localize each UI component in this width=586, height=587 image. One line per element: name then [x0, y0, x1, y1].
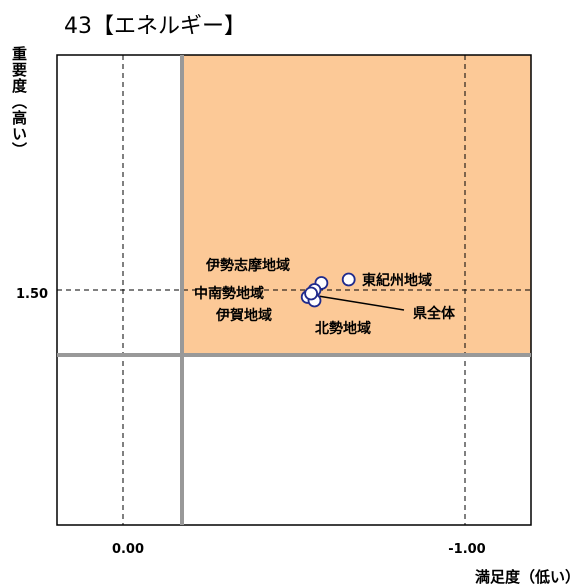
y-axis-label: 重要度（高い） [10, 46, 28, 158]
point-label-hokusei: 北勢地域 [315, 320, 371, 337]
highlight-quadrant [182, 55, 531, 355]
data-point-5 [304, 286, 319, 301]
data-point-0 [341, 272, 356, 287]
point-label-iga: 伊賀地域 [215, 307, 272, 324]
chart-title: 43【エネルギー】 [64, 14, 246, 39]
x-axis-label: 満足度（低い） [474, 568, 580, 586]
point-label-higashikishu: 東紀州地域 [362, 272, 432, 289]
points-layer [300, 272, 356, 308]
callout-line [317, 295, 405, 311]
point-label-kenzentai: 県全体 [413, 305, 456, 322]
x-tick-label: 0.00 [112, 542, 144, 557]
point-label-iseshima: 伊勢志摩地域 [205, 257, 290, 274]
x-tick-label: -1.00 [448, 542, 485, 557]
y-tick-label: 1.50 [16, 287, 48, 302]
point-label-chunansei: 中南勢地域 [194, 285, 264, 302]
